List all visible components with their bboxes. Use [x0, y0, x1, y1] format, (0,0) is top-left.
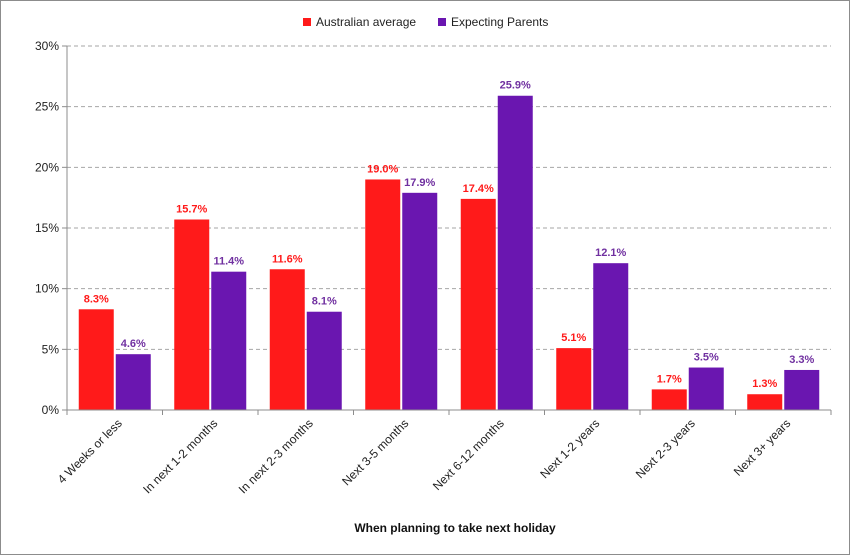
x-axis-title: When planning to take next holiday [354, 521, 556, 535]
y-tick-label: 5% [42, 342, 60, 356]
bar-australian-average [556, 348, 592, 410]
legend-label: Australian average [316, 15, 416, 29]
data-label: 11.6% [272, 253, 303, 265]
bar-expecting-parents [784, 369, 820, 410]
bar-expecting-parents [306, 311, 342, 410]
data-label: 3.3% [789, 354, 814, 366]
x-category-label: Next 1-2 years [537, 416, 602, 481]
y-tick-label: 15% [35, 221, 59, 235]
x-category-label: Next 2-3 years [633, 416, 698, 481]
bar-expecting-parents [211, 271, 247, 410]
data-label: 4.6% [121, 338, 146, 350]
bar-expecting-parents [688, 367, 724, 410]
data-label: 1.3% [752, 378, 777, 390]
y-tick-label: 0% [42, 403, 60, 417]
bar-expecting-parents [115, 354, 151, 410]
data-label: 8.3% [84, 293, 109, 305]
data-label: 8.1% [312, 296, 337, 308]
bar-expecting-parents [593, 263, 629, 410]
bar-australian-average [651, 389, 687, 410]
legend-swatch [438, 18, 446, 26]
legend-swatch [303, 18, 311, 26]
bars [78, 95, 820, 410]
bar-expecting-parents [497, 95, 533, 410]
y-tick-label: 25% [35, 100, 59, 114]
y-tick-label: 30% [35, 39, 59, 53]
bar-australian-average [78, 309, 114, 410]
y-tick-label: 20% [35, 160, 59, 174]
data-label: 17.9% [404, 177, 435, 189]
data-label: 3.5% [694, 352, 719, 364]
x-axis: 4 Weeks or less In next 1-2 months In next… [55, 409, 832, 496]
legend: Australian average Expecting Parents [303, 15, 548, 29]
x-category-label: In next 1-2 months [140, 416, 220, 496]
bar-australian-average [365, 179, 401, 410]
bar-australian-average [269, 269, 305, 410]
data-label: 12.1% [595, 247, 626, 259]
data-label: 19.0% [367, 163, 398, 175]
y-tick-label: 10% [35, 282, 59, 296]
legend-label: Expecting Parents [451, 15, 548, 29]
x-category-label: 4 Weeks or less [55, 416, 125, 486]
x-category-label: Next 6-12 months [430, 416, 507, 493]
data-label: 17.4% [463, 183, 494, 195]
x-category-label: Next 3-5 months [339, 416, 411, 488]
data-label: 11.4% [213, 256, 244, 268]
data-label: 15.7% [176, 204, 207, 216]
data-label: 25.9% [500, 80, 531, 92]
x-category-label: Next 3+ years [731, 416, 793, 478]
x-category-label: In next 2-3 months [236, 416, 316, 496]
bar-expecting-parents [402, 192, 438, 410]
bar-australian-average [747, 394, 783, 410]
bar-australian-average [174, 219, 210, 410]
data-labels: 8.3% 4.6% 15.7% 11.4% 11.6% 8.1% 19.0% 17.9% 17.… [84, 80, 815, 390]
data-label: 1.7% [657, 373, 682, 385]
bar-australian-average [460, 198, 496, 410]
y-axis: 0% 5% 10% 15% 20% 25% 30% [35, 39, 68, 417]
data-label: 5.1% [561, 332, 586, 344]
